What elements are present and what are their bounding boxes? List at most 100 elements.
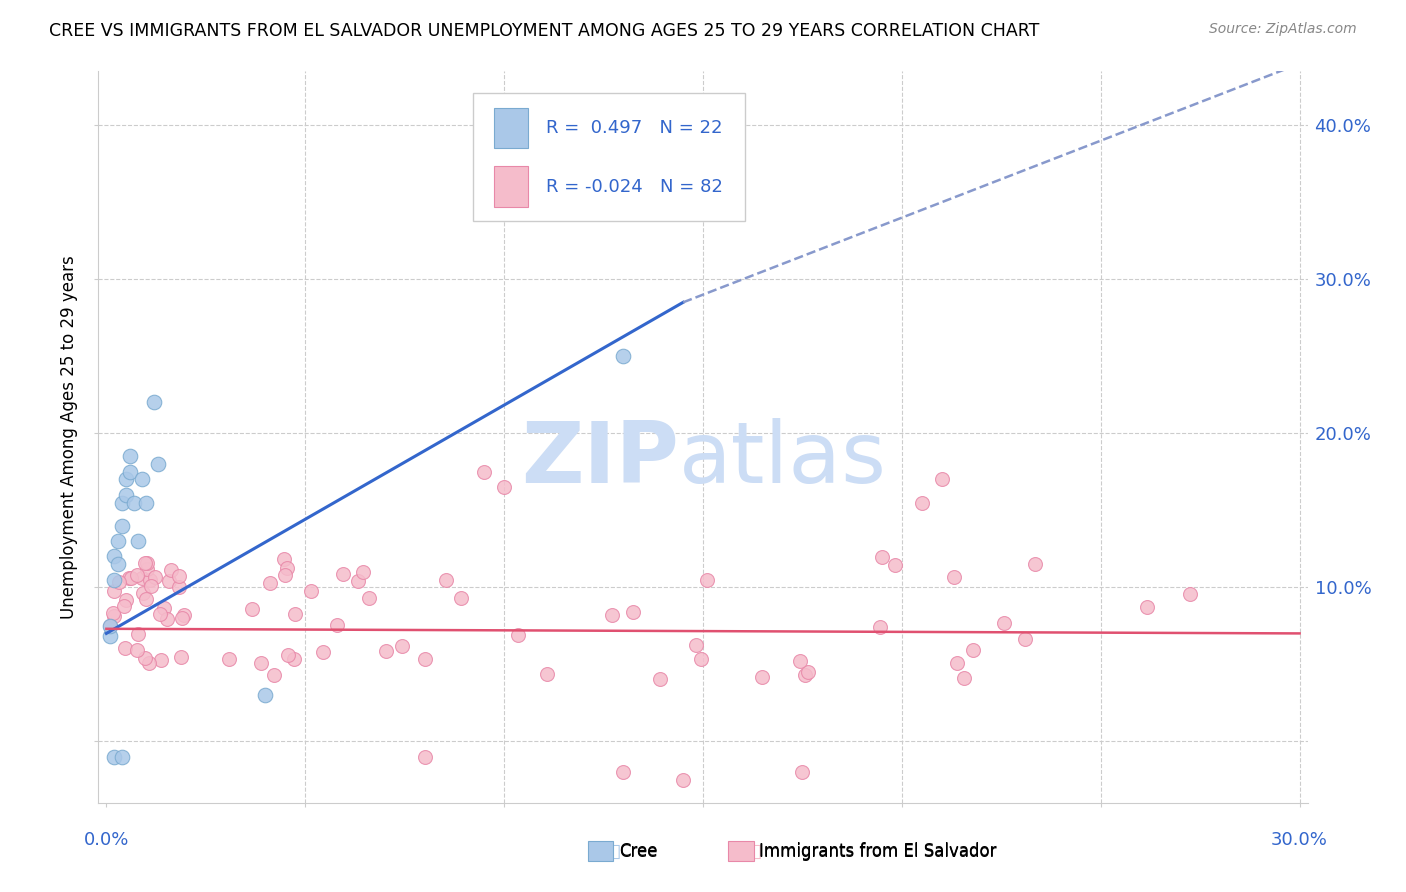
Point — [120, 571, 142, 585]
Point — [612, 764, 634, 779]
Point — [263, 668, 285, 682]
Point — [159, 563, 181, 577]
Point — [134, 556, 156, 570]
FancyBboxPatch shape — [494, 108, 527, 148]
Text: CREE VS IMMIGRANTS FROM EL SALVADOR UNEMPLOYMENT AMONG AGES 25 TO 29 YEARS CORRE: CREE VS IMMIGRANTS FROM EL SALVADOR UNEM… — [49, 22, 1039, 40]
Text: □: □ — [602, 842, 621, 862]
Point — [103, 606, 125, 620]
Point — [946, 656, 969, 670]
Point — [111, 518, 134, 533]
Point — [883, 558, 905, 573]
Point — [911, 495, 934, 509]
Point — [450, 591, 472, 605]
Point — [167, 568, 190, 582]
Point — [139, 579, 162, 593]
Point — [153, 601, 176, 615]
Point — [127, 568, 149, 582]
Point — [136, 556, 159, 570]
Point — [953, 671, 976, 685]
Point — [250, 657, 273, 671]
Point — [115, 472, 138, 486]
Point — [690, 652, 713, 666]
FancyBboxPatch shape — [494, 167, 527, 207]
Point — [149, 607, 172, 622]
Point — [359, 591, 381, 606]
Point — [685, 638, 707, 652]
Text: Immigrants from El Salvador: Immigrants from El Salvador — [759, 843, 997, 861]
Point — [136, 561, 159, 575]
Point — [374, 644, 396, 658]
Text: ZIP: ZIP — [522, 417, 679, 500]
Point — [870, 550, 893, 565]
Point — [134, 651, 156, 665]
Point — [276, 560, 298, 574]
Point — [621, 605, 644, 619]
Point — [942, 570, 965, 584]
Point — [612, 349, 634, 363]
Point — [434, 573, 457, 587]
Point — [792, 764, 814, 779]
Point — [120, 450, 142, 464]
Point — [789, 654, 811, 668]
Point — [107, 575, 129, 590]
Point — [118, 571, 141, 585]
Point — [793, 668, 815, 682]
Point — [132, 586, 155, 600]
Point — [494, 480, 516, 494]
Point — [869, 620, 891, 634]
Point — [98, 618, 121, 632]
Point — [931, 472, 953, 486]
Y-axis label: Unemployment Among Ages 25 to 29 years: Unemployment Among Ages 25 to 29 years — [60, 255, 79, 619]
Point — [115, 592, 138, 607]
Point — [672, 772, 695, 787]
Point — [751, 670, 773, 684]
Point — [167, 580, 190, 594]
Point — [135, 591, 157, 606]
Point — [696, 573, 718, 587]
Point — [125, 643, 148, 657]
Point — [413, 749, 436, 764]
Point — [962, 643, 984, 657]
Point — [170, 611, 193, 625]
Point — [299, 584, 322, 599]
Point — [352, 565, 374, 579]
Text: atlas: atlas — [679, 417, 887, 500]
Point — [98, 630, 121, 644]
Point — [131, 571, 153, 585]
Point — [506, 628, 529, 642]
Point — [131, 472, 153, 486]
Point — [240, 602, 263, 616]
Point — [283, 651, 305, 665]
Point — [218, 652, 240, 666]
Point — [1136, 599, 1159, 614]
Point — [111, 749, 134, 764]
Point — [150, 653, 173, 667]
Point — [114, 641, 136, 656]
Point — [311, 645, 333, 659]
Point — [346, 574, 368, 589]
Point — [413, 652, 436, 666]
Point — [107, 534, 129, 549]
Point — [254, 688, 277, 702]
Point — [602, 607, 624, 622]
Point — [650, 672, 672, 686]
Point — [103, 749, 125, 764]
Point — [143, 569, 166, 583]
Text: 30.0%: 30.0% — [1271, 830, 1329, 848]
Point — [1180, 587, 1202, 601]
Text: Immigrants from El Salvador: Immigrants from El Salvador — [759, 842, 997, 860]
Point — [274, 568, 297, 582]
Text: Source: ZipAtlas.com: Source: ZipAtlas.com — [1209, 22, 1357, 37]
Point — [157, 574, 180, 588]
Text: Cree: Cree — [619, 842, 657, 860]
Point — [169, 649, 191, 664]
Point — [391, 639, 413, 653]
Point — [326, 618, 349, 632]
Point — [155, 612, 177, 626]
Point — [273, 552, 295, 566]
Point — [146, 457, 169, 471]
Point — [173, 607, 195, 622]
Text: R = -0.024   N = 82: R = -0.024 N = 82 — [546, 178, 723, 195]
Point — [122, 495, 145, 509]
Point — [112, 599, 135, 613]
